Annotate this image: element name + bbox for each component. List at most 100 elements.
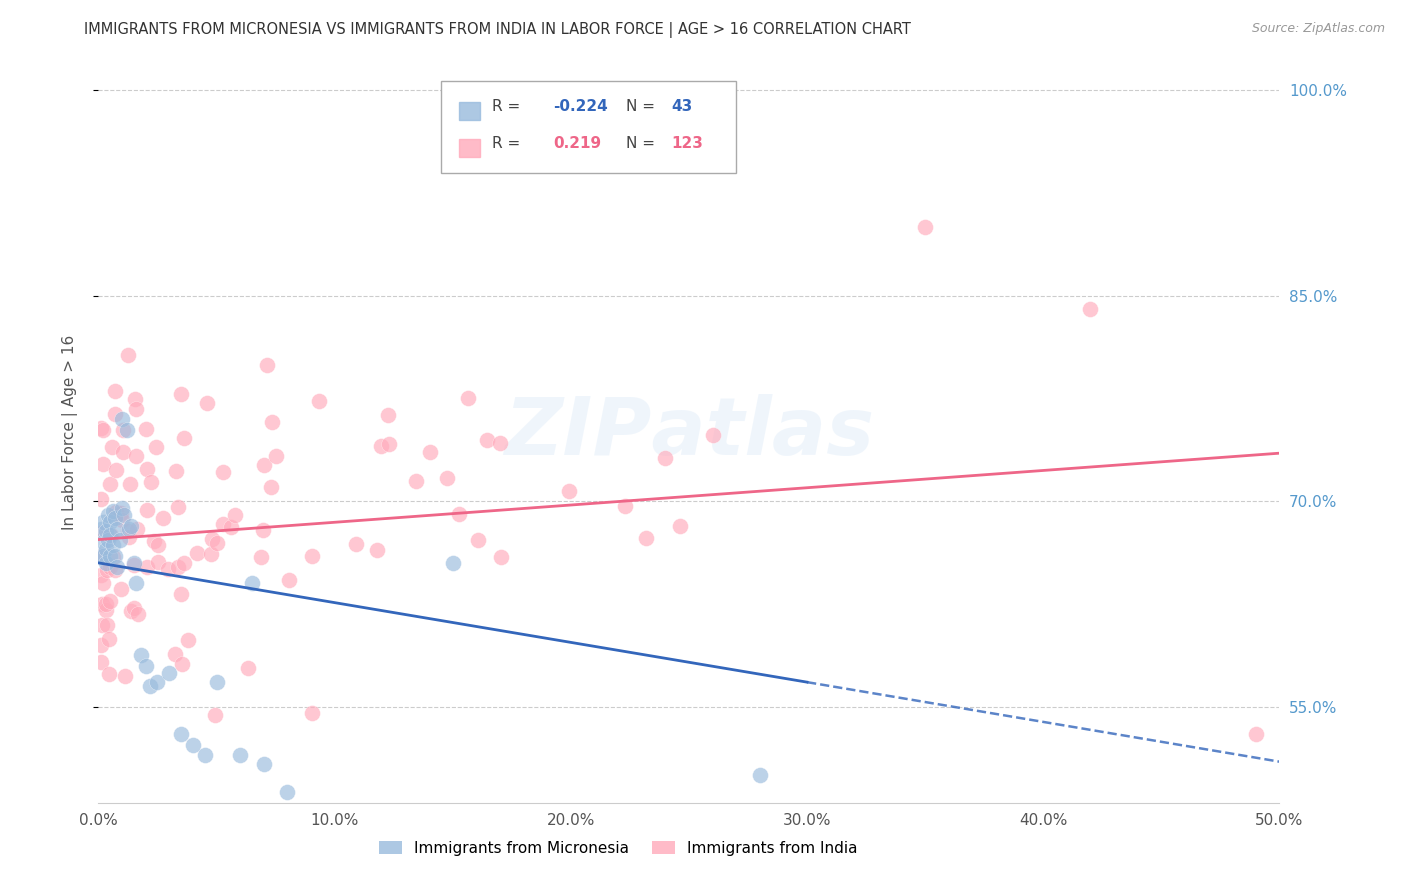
Text: -0.224: -0.224 [553, 99, 607, 114]
Point [118, 522, 141, 536]
Point [194, 747, 217, 762]
Point [90, 638, 112, 652]
Point [105, 522, 128, 536]
Point [205, 675, 228, 690]
Point [475, 433, 498, 447]
Point [377, 437, 399, 451]
Point [457, 391, 479, 405]
Bar [458, 139, 479, 157]
Point [301, 706, 323, 720]
Point [344, 536, 367, 550]
Point [96, 563, 118, 577]
Point [1244, 727, 1267, 741]
Point [100, 528, 122, 542]
Point [122, 558, 145, 573]
Point [152, 511, 174, 525]
Point [654, 451, 676, 466]
Text: ZIP​atlas: ZIP​atlas [503, 393, 875, 472]
Point [91, 597, 114, 611]
Point [118, 530, 141, 544]
Point [204, 708, 226, 723]
Point [105, 463, 128, 477]
Point [370, 439, 392, 453]
Point [96, 597, 118, 611]
Point [91, 575, 114, 590]
Point [173, 556, 195, 570]
Point [91, 458, 114, 472]
Point [419, 444, 441, 458]
Point [136, 462, 159, 476]
Point [219, 520, 242, 534]
Point [111, 412, 134, 426]
Point [278, 573, 301, 587]
Point [117, 524, 139, 538]
Point [94, 542, 117, 557]
Point [748, 768, 770, 782]
Point [94, 603, 117, 617]
Point [301, 549, 323, 563]
Point [205, 535, 228, 549]
Point [170, 657, 193, 671]
Point [112, 444, 135, 458]
Point [146, 554, 169, 568]
Point [186, 546, 208, 560]
Point [229, 747, 252, 762]
Text: 123: 123 [671, 136, 703, 152]
Point [156, 562, 179, 576]
Point [165, 464, 187, 478]
Point [224, 508, 246, 523]
Point [101, 504, 124, 518]
Point [436, 471, 458, 485]
Point [145, 440, 167, 454]
Point [308, 393, 330, 408]
Point [117, 348, 139, 362]
Point [98, 593, 121, 607]
Point [201, 532, 224, 546]
Point [120, 603, 142, 617]
Point [135, 502, 157, 516]
Point [1080, 302, 1102, 317]
Point [212, 465, 235, 479]
Point [108, 533, 131, 547]
Point [170, 587, 193, 601]
Point [170, 727, 193, 741]
Point [114, 668, 136, 682]
Text: 43: 43 [671, 99, 693, 114]
Point [101, 538, 124, 552]
Text: 0.219: 0.219 [553, 136, 602, 152]
Point [122, 556, 145, 570]
Point [112, 423, 135, 437]
Point [104, 384, 127, 398]
Text: Source: ZipAtlas.com: Source: ZipAtlas.com [1251, 22, 1385, 36]
Point [94, 556, 117, 570]
Text: R =: R = [492, 99, 524, 114]
Point [121, 519, 143, 533]
Point [98, 515, 121, 529]
Point [200, 547, 222, 561]
Legend: Immigrants from Micronesia, Immigrants from India: Immigrants from Micronesia, Immigrants f… [373, 835, 863, 862]
Point [146, 675, 169, 690]
Point [111, 501, 134, 516]
Point [125, 576, 148, 591]
Point [143, 533, 166, 548]
Point [405, 474, 427, 488]
Point [118, 477, 141, 491]
Point [122, 601, 145, 615]
Point [914, 219, 936, 234]
Point [91, 515, 114, 529]
Point [614, 499, 637, 513]
Point [91, 423, 114, 437]
Text: R =: R = [492, 136, 530, 152]
Point [262, 415, 284, 429]
Point [636, 531, 658, 545]
Point [91, 535, 114, 549]
Point [104, 549, 127, 563]
Point [170, 387, 193, 401]
Point [135, 658, 157, 673]
Point [90, 491, 112, 506]
Point [212, 517, 235, 532]
Point [447, 507, 470, 521]
Point [125, 449, 148, 463]
Point [253, 458, 276, 473]
Point [98, 560, 121, 574]
